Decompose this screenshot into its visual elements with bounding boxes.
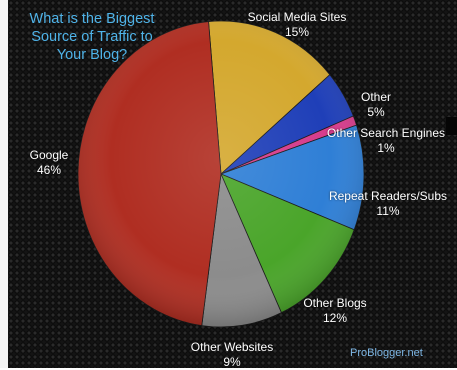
slice-label-other-blogs-name: Other Blogs <box>303 296 367 310</box>
chart-title-line-1: What is the Biggest <box>29 11 155 27</box>
chart-title-line-2: Source of Traffic to <box>31 29 153 45</box>
left-edge-strip <box>0 0 8 368</box>
chart-title-line-3: Your Blog? <box>56 47 128 63</box>
slice-label-other-websites: Other Websites 9% <box>191 340 273 370</box>
chart-title: What is the Biggest Source of Traffic to… <box>12 10 172 64</box>
slice-label-other: Other 5% <box>361 90 391 120</box>
slice-label-social-media-sites: Social Media Sites 15% <box>248 10 347 40</box>
slice-label-google-name: Google <box>29 148 69 162</box>
slice-label-other-blogs-value: 12% <box>322 311 348 325</box>
slice-label-other-value: 5% <box>367 105 385 119</box>
slice-label-repeat-readers: Repeat Readers/Subs 11% <box>329 189 447 219</box>
source-watermark: ProBlogger.net <box>350 347 423 359</box>
slice-label-repeat-readers-name: Repeat Readers/Subs <box>328 189 448 203</box>
slice-label-social-media-sites-name: Social Media Sites <box>247 10 347 24</box>
slice-label-other-websites-value: 9% <box>223 355 241 369</box>
slice-label-other-name: Other <box>360 90 392 104</box>
slice-label-other-search-engines-value: 1% <box>377 141 395 155</box>
slice-label-other-search-engines: Other Search Engines 1% <box>327 126 445 156</box>
slice-label-other-search-engines-name: Other Search Engines <box>326 126 446 140</box>
slice-label-other-blogs: Other Blogs 12% <box>303 296 366 326</box>
slice-label-social-media-sites-value: 15% <box>284 25 310 39</box>
pie-slice-google <box>77 21 222 327</box>
slice-label-other-websites-name: Other Websites <box>190 340 274 354</box>
slice-label-google: Google 46% <box>30 148 69 178</box>
slice-label-repeat-readers-value: 11% <box>376 204 400 218</box>
label-backing-block <box>446 117 457 135</box>
slice-label-google-value: 46% <box>36 163 62 177</box>
